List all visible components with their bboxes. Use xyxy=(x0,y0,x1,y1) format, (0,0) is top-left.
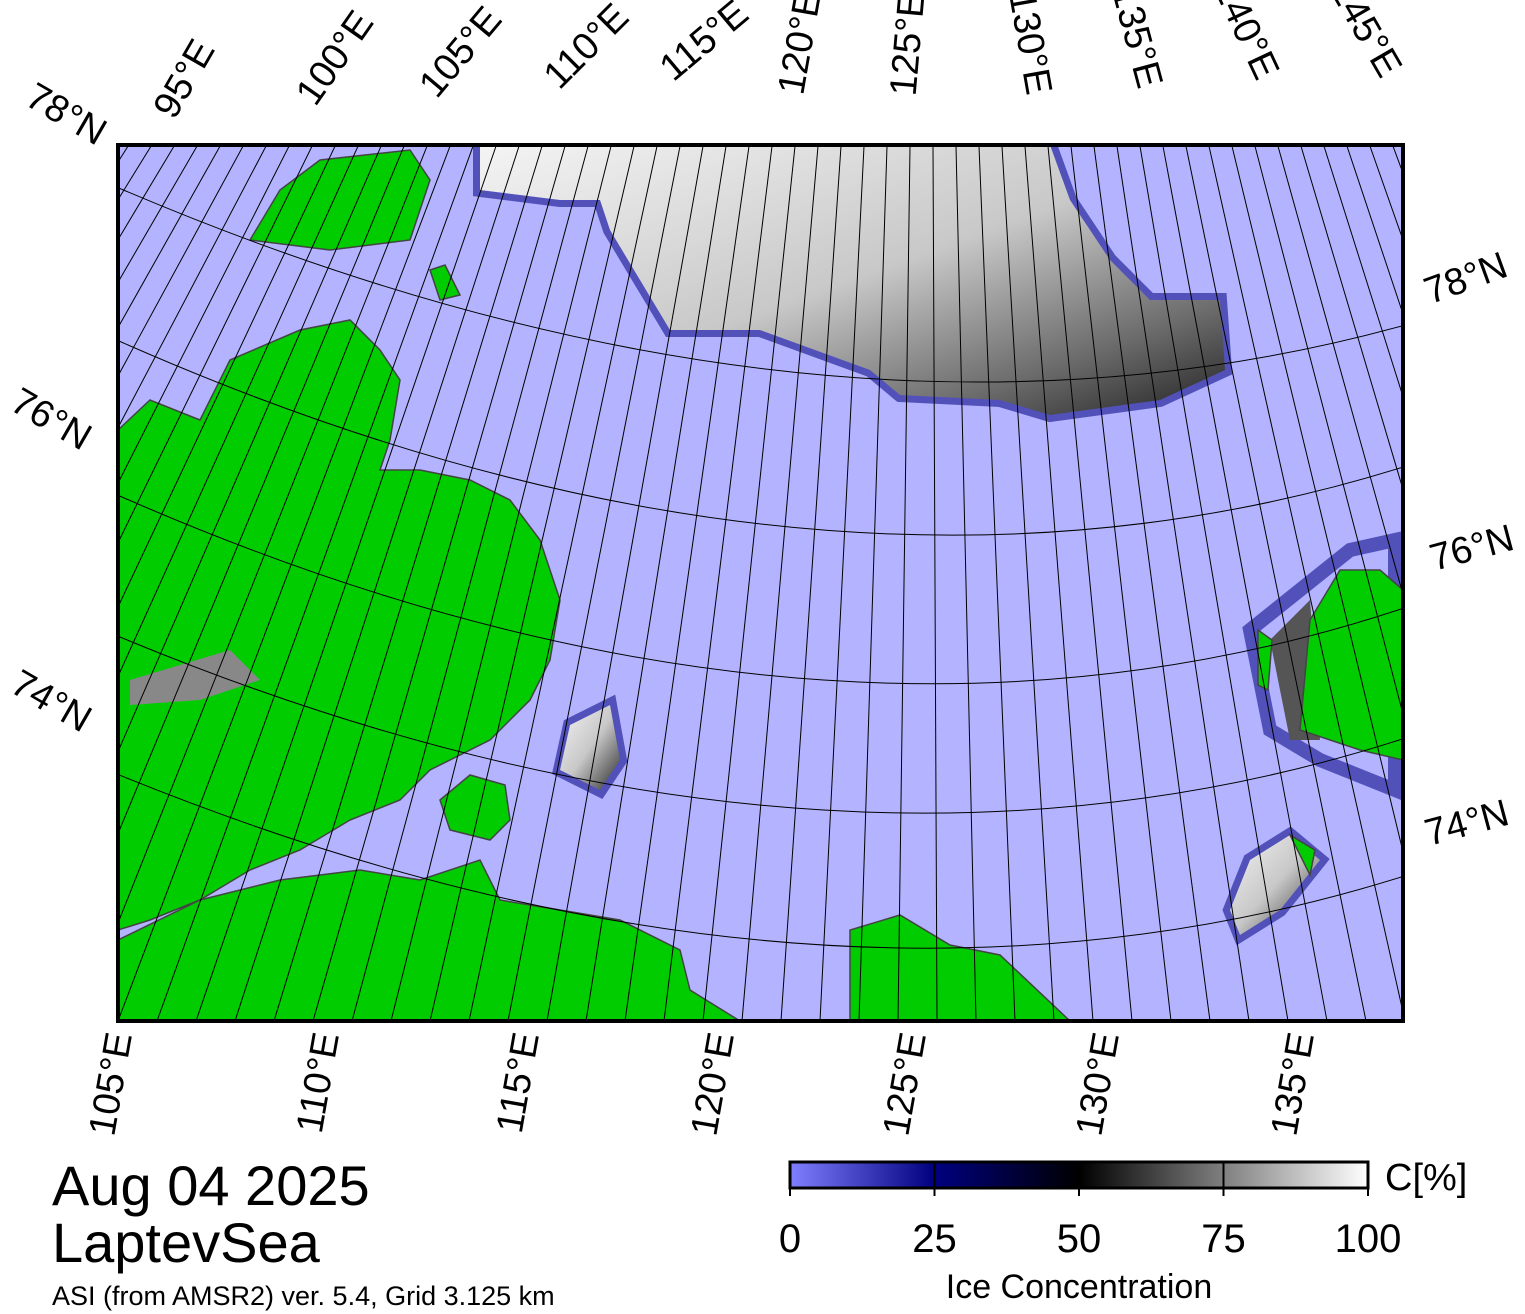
meridian xyxy=(663,145,773,1021)
meridian xyxy=(978,145,1016,1021)
meridian xyxy=(312,145,566,1021)
meridian xyxy=(1185,145,1367,1021)
top-longitude-label: 110°E xyxy=(536,0,637,97)
meridian xyxy=(546,145,704,1021)
top-longitude-label: 105°E xyxy=(411,0,510,106)
bottom-longitude-label: 120°E xyxy=(683,1029,742,1139)
land xyxy=(118,149,1403,1021)
meridian xyxy=(118,145,383,753)
map-frame xyxy=(116,143,1405,1023)
meridian xyxy=(702,145,796,1021)
meridian xyxy=(156,145,474,1021)
parallel xyxy=(118,635,1403,814)
meridian xyxy=(1208,145,1403,1015)
colorbar-ticks: 0 25 50 75 100 xyxy=(779,1162,1402,1261)
top-longitude-label: 100°E xyxy=(288,3,382,112)
meridian xyxy=(195,145,497,1021)
right-latitude-label: 78°N xyxy=(1419,244,1513,313)
parallel xyxy=(0,0,1525,125)
meridian xyxy=(234,145,520,1021)
left-latitude-label: 78°N xyxy=(19,75,114,154)
meridian xyxy=(1277,145,1403,597)
colorbar-tick-label: 0 xyxy=(779,1217,801,1261)
meridian xyxy=(1436,0,1525,1021)
bottom-longitude-label: 110°E xyxy=(289,1029,348,1136)
meridian xyxy=(1231,145,1403,854)
meridian xyxy=(1116,145,1250,1021)
meridian xyxy=(1139,145,1289,1021)
left-latitude-label: 74°N xyxy=(4,662,99,741)
top-longitude-label: 125°E xyxy=(883,0,934,98)
lakes xyxy=(130,650,260,705)
meridian xyxy=(118,145,337,609)
meridian xyxy=(1401,0,1525,1021)
bottom-longitude-label: 105°E xyxy=(81,1029,140,1139)
meridian xyxy=(1024,145,1094,1021)
parallel xyxy=(118,187,1403,383)
parallel xyxy=(118,773,1403,949)
meridian xyxy=(741,145,819,1021)
bottom-longitude-label: 135°E xyxy=(1263,1029,1322,1139)
meridian xyxy=(1001,145,1055,1021)
top-longitude-label: 145°E xyxy=(1321,0,1409,85)
meridian xyxy=(1254,145,1403,717)
meridian xyxy=(1070,145,1172,1021)
colorbar-tick-label: 50 xyxy=(1057,1217,1102,1261)
top-longitude-label: 130°E xyxy=(1000,0,1059,98)
meridian xyxy=(1162,145,1328,1021)
colorbar-tick-label: 100 xyxy=(1335,1217,1402,1261)
top-longitude-label: 135°E xyxy=(1103,0,1170,93)
meridian xyxy=(390,145,612,1021)
bottom-longitude-label: 125°E xyxy=(875,1029,934,1139)
map-area xyxy=(0,0,1525,1021)
meridian xyxy=(118,145,360,678)
meridian xyxy=(1300,145,1403,492)
region-name: LaptevSea xyxy=(52,1211,321,1274)
bottom-longitude-label: 115°E xyxy=(489,1029,548,1136)
meridian xyxy=(118,145,291,485)
date: Aug 04 2025 xyxy=(52,1154,370,1217)
meridian xyxy=(273,145,543,1021)
meridian xyxy=(1047,145,1133,1021)
source-note: ASI (from AMSR2) ver. 5.4, Grid 3.125 km xyxy=(52,1281,555,1311)
meridian xyxy=(351,145,589,1021)
meridian xyxy=(118,145,314,544)
meridian xyxy=(429,145,635,1021)
left-latitude-label: 76°N xyxy=(4,380,99,459)
meridian xyxy=(468,145,658,1021)
right-latitude-label: 74°N xyxy=(1420,792,1513,855)
parallel xyxy=(118,340,1403,536)
top-longitude-label: 120°E xyxy=(770,0,829,98)
top-longitude-label: 140°E xyxy=(1205,0,1287,86)
meridian xyxy=(1419,0,1525,1021)
meridian xyxy=(858,145,888,1021)
meridian xyxy=(1384,0,1525,1021)
top-longitude-label: 115°E xyxy=(652,0,756,89)
colorbar-tick-label: 75 xyxy=(1201,1217,1246,1261)
meridian xyxy=(585,145,727,1021)
parallel xyxy=(118,494,1403,685)
colorbar-tick-label: 25 xyxy=(912,1217,957,1261)
colorbar-unit: C[%] xyxy=(1385,1157,1467,1199)
meridian xyxy=(624,145,750,1021)
top-longitude-label: 95°E xyxy=(146,33,224,126)
meridian xyxy=(955,145,977,1021)
colorbar-title: Ice Concentration xyxy=(946,1268,1213,1306)
meridian xyxy=(932,145,938,1021)
meridian xyxy=(118,145,406,835)
meridian xyxy=(118,145,429,925)
meridian xyxy=(819,145,865,1021)
meridian xyxy=(897,145,911,1021)
meridian xyxy=(507,145,681,1021)
graticule xyxy=(0,0,1525,1021)
right-latitude-label: 76°N xyxy=(1425,517,1518,580)
meridian xyxy=(780,145,842,1021)
meridian xyxy=(1093,145,1211,1021)
meridian xyxy=(118,145,451,1021)
bottom-longitude-label: 130°E xyxy=(1068,1029,1127,1139)
